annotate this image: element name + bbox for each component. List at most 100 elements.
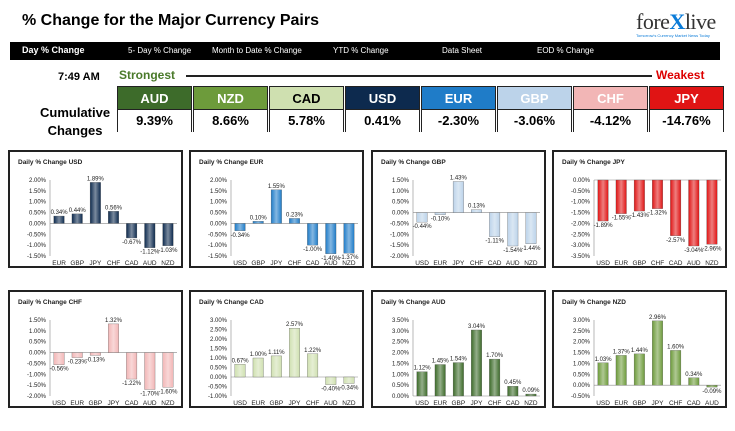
y-tick-label: 0.00% — [29, 221, 47, 227]
x-tick-label: CHF — [488, 400, 501, 406]
y-tick-label: -0.50% — [208, 232, 228, 238]
bar-eur — [71, 352, 83, 358]
y-tick-label: 1.00% — [210, 356, 228, 362]
currency-value: 5.78% — [270, 110, 343, 132]
x-tick-label: GBP — [269, 400, 283, 406]
bar-usd — [597, 362, 609, 386]
x-tick-label: EUR — [251, 400, 265, 406]
tab-eod-change[interactable]: EOD % Change — [537, 46, 594, 55]
x-tick-label: EUR — [52, 260, 66, 266]
y-tick-label: 1.00% — [210, 200, 228, 206]
data-label: 1.37% — [613, 349, 631, 355]
currency-name: CAD — [270, 87, 343, 110]
chart-panel-nzd: Daily % Change NZD 3.00% 2.50% 2.00% 1.50% 1.… — [552, 290, 727, 408]
currency-box-nzd: NZD 8.66% — [193, 86, 268, 132]
bar-chf — [307, 353, 319, 378]
bar-jpy — [89, 182, 101, 224]
bar-usd — [234, 223, 246, 231]
x-tick-label: CHF — [651, 260, 664, 266]
y-tick-label: 0.00% — [392, 394, 410, 400]
y-tick-label: -1.50% — [27, 383, 47, 389]
bar-cad — [126, 223, 138, 239]
chart-panel-jpy: Daily % Change JPY 0.00% -0.50% -1.00% -1.50… — [552, 150, 727, 268]
y-tick-label: 0.00% — [210, 221, 228, 227]
x-tick-label: USD — [233, 400, 247, 406]
y-tick-label: -1.00% — [27, 243, 47, 249]
chart-svg: Daily % Change GBP 1.50% 1.00% 0.50% 0.00% -0… — [381, 159, 541, 266]
x-tick-label: GBP — [632, 400, 646, 406]
y-tick-label: 0.50% — [210, 211, 228, 217]
y-tick-label: 0.50% — [29, 340, 47, 346]
currency-name: GBP — [498, 87, 571, 110]
x-tick-label: GBP — [70, 260, 84, 266]
chart-title: Daily % Change GBP — [381, 159, 446, 166]
tab-ytd-change[interactable]: YTD % Change — [333, 46, 389, 55]
y-tick-label: 0.00% — [29, 351, 47, 357]
chart-title: Daily % Change CAD — [199, 299, 264, 306]
tab-month-to-date[interactable]: Month to Date % Change — [212, 46, 302, 55]
x-tick-label: EUR — [614, 260, 628, 266]
y-tick-label: -1.50% — [390, 243, 410, 249]
cumulative-label-line1: Cumulative — [40, 105, 111, 120]
currency-box-aud: AUD 9.39% — [117, 86, 192, 132]
x-tick-label: GBP — [632, 260, 646, 266]
y-tick-label: -1.50% — [571, 211, 591, 217]
y-tick-label: 0.50% — [573, 372, 591, 378]
data-label: 3.04% — [468, 324, 486, 330]
weakest-label: Weakest — [656, 68, 705, 82]
logo-text-x: X — [669, 9, 685, 34]
bar-cad — [126, 352, 138, 380]
data-label: 0.44% — [69, 208, 87, 214]
x-tick-label: CHF — [288, 260, 301, 266]
x-tick-label: JPY — [452, 260, 465, 266]
y-tick-label: 0.00% — [573, 383, 591, 389]
bar-cad — [507, 386, 519, 397]
bar-gbp — [452, 362, 464, 397]
tab-data-sheet[interactable]: Data Sheet — [442, 46, 483, 55]
data-label: -0.23% — [68, 360, 88, 366]
y-tick-label: 2.00% — [573, 340, 591, 346]
data-label: -1.40% — [321, 256, 341, 262]
tab-5day-change[interactable]: 5- Day % Change — [128, 46, 192, 55]
x-tick-label: USD — [596, 260, 610, 266]
x-tick-label: NZD — [705, 260, 719, 266]
currency-box-usd: USD 0.41% — [345, 86, 420, 132]
chart-svg: Daily % Change CHF 1.50% 1.00% 0.50% 0.00% -0… — [18, 299, 178, 406]
tab-day-change[interactable]: Day % Change — [22, 45, 85, 55]
chart-title: Daily % Change AUD — [381, 299, 446, 306]
currency-name: USD — [346, 87, 419, 110]
data-label: 1.60% — [667, 344, 685, 350]
data-label: 1.44% — [631, 348, 649, 354]
data-label: 1.89% — [87, 176, 105, 182]
x-tick-label: JPY — [471, 400, 484, 406]
bar-cad — [670, 179, 682, 236]
x-tick-label: AUD — [143, 260, 157, 266]
data-label: 1.54% — [450, 357, 468, 363]
bar-gbp — [71, 213, 83, 224]
y-tick-label: -2.00% — [390, 254, 410, 260]
x-tick-label: CAD — [687, 400, 701, 406]
x-tick-label: AUD — [324, 260, 338, 266]
currency-value: 0.41% — [346, 110, 419, 132]
bar-usd — [234, 364, 246, 378]
y-tick-label: 3.00% — [210, 318, 228, 324]
x-tick-label: NZD — [342, 400, 356, 406]
x-tick-label: CHF — [306, 400, 319, 406]
data-label: -0.10% — [431, 217, 451, 223]
x-tick-label: NZD — [161, 400, 175, 406]
chart-panel-gbp: Daily % Change GBP 1.50% 1.00% 0.50% 0.00% -0… — [371, 150, 546, 268]
x-tick-label: CAD — [506, 400, 520, 406]
data-label: 0.67% — [232, 358, 250, 364]
y-tick-label: 0.50% — [392, 200, 410, 206]
bar-cad — [688, 377, 700, 386]
data-label: 0.23% — [286, 212, 304, 218]
y-tick-label: 2.00% — [392, 351, 410, 357]
x-tick-label: EUR — [70, 400, 84, 406]
data-label: -0.09% — [702, 389, 722, 395]
data-label: 1.12% — [414, 366, 432, 372]
y-tick-label: 1.50% — [210, 347, 228, 353]
x-tick-label: CAD — [125, 400, 139, 406]
y-tick-label: -1.00% — [27, 372, 47, 378]
bar-chf — [289, 218, 300, 224]
bar-chf — [670, 350, 682, 386]
